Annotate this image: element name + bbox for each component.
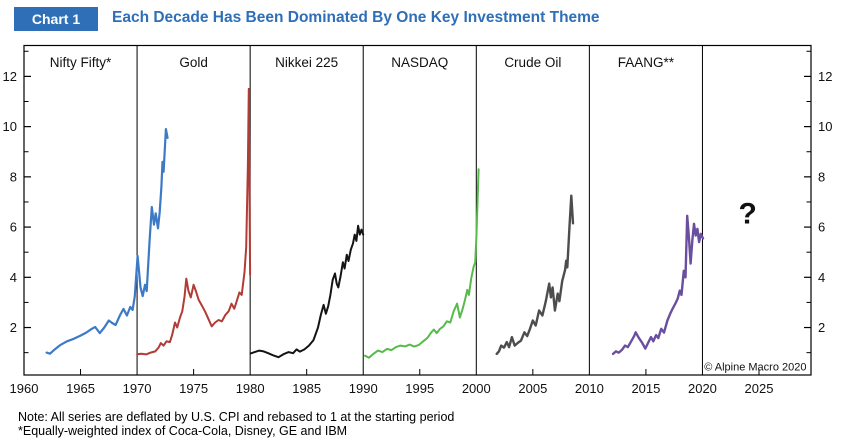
- y-tick-label-left-12: 12: [3, 69, 17, 84]
- y-tick-label-left-6: 6: [10, 220, 17, 235]
- series-nikkei-225: [249, 224, 365, 359]
- panel-label-nasdaq: NASDAQ: [391, 55, 448, 70]
- question-mark-annotation: ?: [739, 197, 757, 230]
- x-tick-label-1960: 1960: [10, 381, 39, 396]
- x-tick-label-1970: 1970: [123, 381, 152, 396]
- x-tick-label-1965: 1965: [66, 381, 95, 396]
- series-gold: [136, 87, 252, 356]
- copyright-annotation: © Alpine Macro 2020: [704, 361, 806, 373]
- series-nifty-fifty: [45, 128, 169, 355]
- series-nasdaq: [363, 168, 480, 359]
- panel-label-faang-: FAANG**: [618, 55, 675, 70]
- y-tick-label-right-12: 12: [818, 69, 832, 84]
- panel-label-nikkei-225: Nikkei 225: [275, 55, 338, 70]
- y-tick-label-right-10: 10: [818, 119, 832, 134]
- x-tick-label-2000: 2000: [462, 381, 491, 396]
- y-tick-label-right-6: 6: [818, 220, 825, 235]
- y-tick-label-right-4: 4: [818, 270, 825, 285]
- x-tick-label-2010: 2010: [575, 381, 604, 396]
- panel-label-gold: Gold: [179, 55, 208, 70]
- chart-footnotes: Note: All series are deflated by U.S. CP…: [18, 410, 455, 438]
- series-crude-oil: [495, 194, 575, 356]
- plot-border: [23, 44, 812, 376]
- chart-title: Each Decade Has Been Dominated By One Ke…: [112, 9, 600, 26]
- x-tick-label-1985: 1985: [292, 381, 321, 396]
- y-tick-label-left-4: 4: [10, 270, 17, 285]
- x-tick-label-2005: 2005: [518, 381, 547, 396]
- x-tick-label-1980: 1980: [236, 381, 265, 396]
- chart-header: Chart 1 Each Decade Has Been Dominated B…: [0, 0, 843, 38]
- y-tick-label-right-2: 2: [818, 320, 825, 335]
- footnote-line-1: Note: All series are deflated by U.S. CP…: [18, 410, 455, 424]
- series-faang: [611, 214, 705, 356]
- x-tick-label-2020: 2020: [688, 381, 717, 396]
- x-tick-label-2015: 2015: [631, 381, 660, 396]
- y-tick-label-left-2: 2: [10, 320, 17, 335]
- x-tick-label-1990: 1990: [349, 381, 378, 396]
- panel-label-nifty-fifty-: Nifty Fifty*: [50, 55, 112, 70]
- chart-number-badge: Chart 1: [14, 7, 98, 31]
- x-tick-label-1975: 1975: [179, 381, 208, 396]
- x-tick-label-1995: 1995: [405, 381, 434, 396]
- panel-label-crude-oil: Crude Oil: [504, 55, 561, 70]
- y-tick-label-left-10: 10: [3, 119, 17, 134]
- x-tick-label-2025: 2025: [745, 381, 774, 396]
- y-tick-label-right-8: 8: [818, 169, 825, 184]
- y-tick-label-left-8: 8: [10, 169, 17, 184]
- footnote-line-2: *Equally-weighted index of Coca-Cola, Di…: [18, 423, 348, 438]
